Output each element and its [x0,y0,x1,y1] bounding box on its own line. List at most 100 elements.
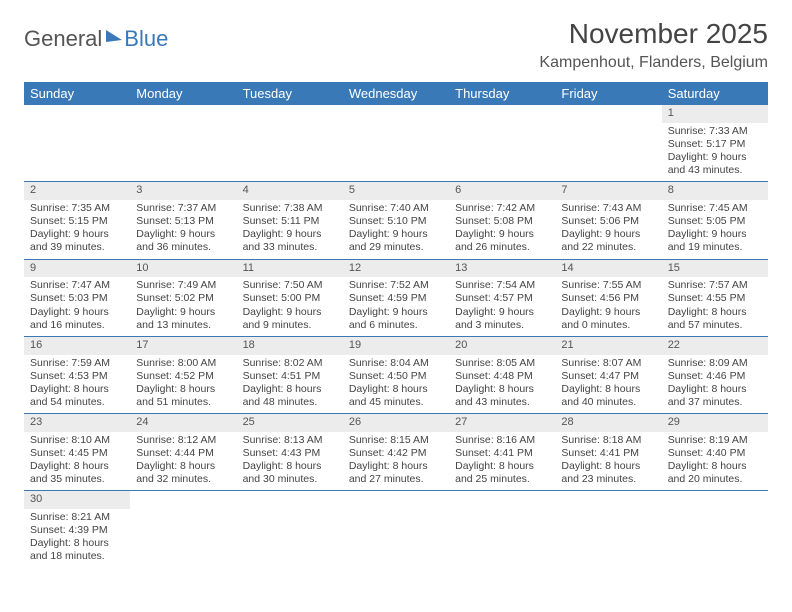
calendar-day-cell [449,491,555,568]
day-body: Sunrise: 8:05 AMSunset: 4:48 PMDaylight:… [449,355,555,414]
day-line: Sunset: 5:03 PM [30,292,124,305]
day-line: Sunset: 4:48 PM [455,370,549,383]
calendar-day-cell [555,491,661,568]
day-line: Daylight: 8 hours [136,383,230,396]
day-body: Sunrise: 8:16 AMSunset: 4:41 PMDaylight:… [449,432,555,491]
calendar-day-cell: 4Sunrise: 7:38 AMSunset: 5:11 PMDaylight… [237,182,343,259]
day-line: Sunset: 4:56 PM [561,292,655,305]
day-line: and 48 minutes. [243,396,337,409]
day-body: Sunrise: 7:37 AMSunset: 5:13 PMDaylight:… [130,200,236,259]
day-line: Sunrise: 8:19 AM [668,434,762,447]
day-line: and 3 minutes. [455,319,549,332]
day-line: and 0 minutes. [561,319,655,332]
day-line: Sunrise: 7:50 AM [243,279,337,292]
day-line: and 27 minutes. [349,473,443,486]
day-line: and 22 minutes. [561,241,655,254]
day-header: Saturday [662,82,768,105]
calendar-day-cell [343,105,449,182]
day-line: and 19 minutes. [668,241,762,254]
calendar-week-row: 1Sunrise: 7:33 AMSunset: 5:17 PMDaylight… [24,105,768,182]
day-line: Sunrise: 7:42 AM [455,202,549,215]
day-line: Sunrise: 7:47 AM [30,279,124,292]
day-number: 11 [237,260,343,278]
calendar-week-row: 23Sunrise: 8:10 AMSunset: 4:45 PMDayligh… [24,414,768,491]
day-line: Daylight: 9 hours [668,228,762,241]
logo-text-general: General [24,26,102,52]
day-line: Sunset: 5:02 PM [136,292,230,305]
day-body: Sunrise: 7:33 AMSunset: 5:17 PMDaylight:… [662,123,768,182]
day-body: Sunrise: 7:54 AMSunset: 4:57 PMDaylight:… [449,277,555,336]
day-line: Sunset: 4:59 PM [349,292,443,305]
day-line: Sunrise: 8:16 AM [455,434,549,447]
day-body: Sunrise: 8:10 AMSunset: 4:45 PMDaylight:… [24,432,130,491]
day-line: Sunset: 4:50 PM [349,370,443,383]
logo-flag-icon [106,30,122,42]
day-line: and 32 minutes. [136,473,230,486]
day-body: Sunrise: 8:21 AMSunset: 4:39 PMDaylight:… [24,509,130,568]
day-body: Sunrise: 7:38 AMSunset: 5:11 PMDaylight:… [237,200,343,259]
day-body: Sunrise: 7:47 AMSunset: 5:03 PMDaylight:… [24,277,130,336]
day-line: Daylight: 8 hours [455,460,549,473]
day-line: Daylight: 8 hours [668,306,762,319]
day-body: Sunrise: 8:13 AMSunset: 4:43 PMDaylight:… [237,432,343,491]
day-line: Daylight: 8 hours [30,460,124,473]
day-line: and 18 minutes. [30,550,124,563]
day-number: 29 [662,414,768,432]
day-line: Sunrise: 7:37 AM [136,202,230,215]
day-line: Daylight: 8 hours [561,460,655,473]
day-line: Sunrise: 7:38 AM [243,202,337,215]
calendar-day-cell: 2Sunrise: 7:35 AMSunset: 5:15 PMDaylight… [24,182,130,259]
day-number: 21 [555,337,661,355]
day-line: Daylight: 8 hours [30,537,124,550]
day-line: Sunrise: 8:05 AM [455,357,549,370]
calendar-day-cell [662,491,768,568]
calendar-day-cell: 6Sunrise: 7:42 AMSunset: 5:08 PMDaylight… [449,182,555,259]
day-line: Sunset: 5:17 PM [668,138,762,151]
day-number: 23 [24,414,130,432]
day-line: and 40 minutes. [561,396,655,409]
day-line: Sunset: 4:53 PM [30,370,124,383]
day-header-row: Sunday Monday Tuesday Wednesday Thursday… [24,82,768,105]
calendar-page: General Blue November 2025 Kampenhout, F… [0,0,792,568]
day-number: 24 [130,414,236,432]
day-line: Sunrise: 8:00 AM [136,357,230,370]
calendar-day-cell [237,491,343,568]
day-line: Sunset: 4:57 PM [455,292,549,305]
day-line: Daylight: 9 hours [455,306,549,319]
calendar-day-cell: 30Sunrise: 8:21 AMSunset: 4:39 PMDayligh… [24,491,130,568]
day-number: 8 [662,182,768,200]
day-header: Sunday [24,82,130,105]
day-body: Sunrise: 7:42 AMSunset: 5:08 PMDaylight:… [449,200,555,259]
calendar-day-cell: 21Sunrise: 8:07 AMSunset: 4:47 PMDayligh… [555,336,661,413]
day-number: 16 [24,337,130,355]
day-line: Sunset: 4:46 PM [668,370,762,383]
logo-text-blue: Blue [124,26,168,52]
day-header: Tuesday [237,82,343,105]
day-line: Sunset: 5:13 PM [136,215,230,228]
day-number: 20 [449,337,555,355]
day-line: Sunset: 5:11 PM [243,215,337,228]
day-number: 9 [24,260,130,278]
calendar-week-row: 2Sunrise: 7:35 AMSunset: 5:15 PMDaylight… [24,182,768,259]
calendar-day-cell [237,105,343,182]
day-line: and 20 minutes. [668,473,762,486]
day-number: 7 [555,182,661,200]
day-line: Daylight: 8 hours [243,460,337,473]
day-line: Daylight: 9 hours [30,306,124,319]
day-body: Sunrise: 8:07 AMSunset: 4:47 PMDaylight:… [555,355,661,414]
day-line: Sunrise: 7:33 AM [668,125,762,138]
day-line: and 51 minutes. [136,396,230,409]
calendar-day-cell: 12Sunrise: 7:52 AMSunset: 4:59 PMDayligh… [343,259,449,336]
calendar-day-cell: 18Sunrise: 8:02 AMSunset: 4:51 PMDayligh… [237,336,343,413]
day-line: Sunrise: 7:35 AM [30,202,124,215]
day-body: Sunrise: 7:55 AMSunset: 4:56 PMDaylight:… [555,277,661,336]
day-line: Daylight: 9 hours [349,228,443,241]
calendar-week-row: 9Sunrise: 7:47 AMSunset: 5:03 PMDaylight… [24,259,768,336]
calendar-day-cell: 26Sunrise: 8:15 AMSunset: 4:42 PMDayligh… [343,414,449,491]
day-body: Sunrise: 8:02 AMSunset: 4:51 PMDaylight:… [237,355,343,414]
day-number: 30 [24,491,130,509]
day-line: and 37 minutes. [668,396,762,409]
calendar-day-cell: 14Sunrise: 7:55 AMSunset: 4:56 PMDayligh… [555,259,661,336]
day-body: Sunrise: 7:45 AMSunset: 5:05 PMDaylight:… [662,200,768,259]
day-line: Daylight: 8 hours [561,383,655,396]
